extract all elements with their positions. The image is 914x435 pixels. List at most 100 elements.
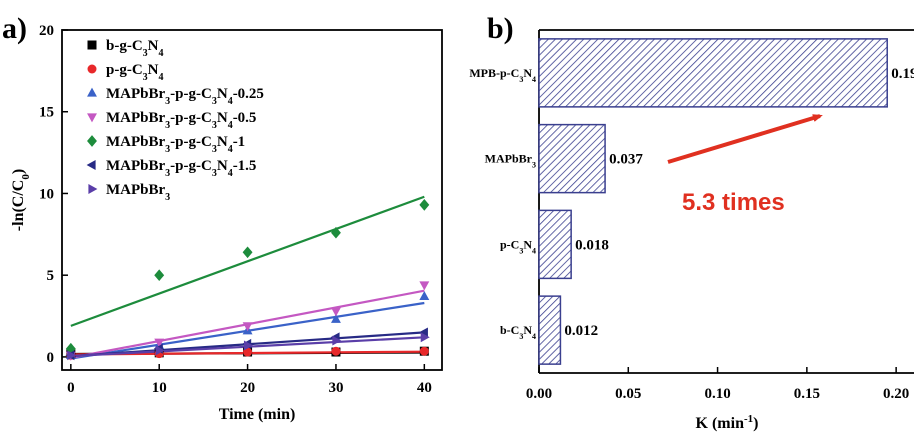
legend-label-part: 3 bbox=[212, 120, 217, 131]
data-point bbox=[154, 338, 165, 348]
legend-label-part: -0.25 bbox=[233, 86, 264, 102]
bar-category-label-part: 3 bbox=[519, 246, 523, 255]
legend-label-part: 3 bbox=[165, 192, 170, 203]
x-title-sup: -1 bbox=[744, 413, 753, 425]
bar-category-label: b-C3N4 bbox=[500, 323, 536, 341]
legend-label-part: 3 bbox=[165, 168, 170, 179]
a-x-tick-label: 0 bbox=[67, 380, 75, 396]
legend-label: MAPbBr3-p-g-C3N4-1 bbox=[106, 134, 245, 155]
data-point bbox=[419, 346, 429, 356]
panel-a-label: a) bbox=[2, 12, 27, 45]
bar-value-label: 0.018 bbox=[575, 237, 609, 253]
data-point bbox=[331, 313, 341, 323]
legend-label-part: N bbox=[217, 158, 228, 174]
y-title-main: -ln(C/C bbox=[10, 180, 27, 232]
legend-marker bbox=[86, 160, 96, 170]
fit-line bbox=[70, 195, 425, 327]
bar-category-label-part: 3 bbox=[519, 74, 523, 83]
legend-marker bbox=[87, 113, 97, 123]
bar-category-label-part: 4 bbox=[532, 246, 536, 255]
legend-marker bbox=[88, 184, 98, 194]
a-y-tick-label: 15 bbox=[39, 105, 54, 121]
bar-value-label: 0.195 bbox=[891, 66, 914, 82]
panel-a-x-axis-title: Time (min) bbox=[219, 406, 296, 423]
legend-label-part: 3 bbox=[165, 144, 170, 155]
legend-marker bbox=[87, 64, 97, 74]
bar-category-label-part: p-C bbox=[500, 237, 519, 251]
legend-label-part: 3 bbox=[165, 96, 170, 107]
legend-label-part: -p-g-C bbox=[170, 134, 212, 150]
panel-a-data-points bbox=[65, 199, 430, 361]
bar-category-label-part: b-C bbox=[500, 323, 519, 337]
legend-label-part: p-g-C bbox=[106, 62, 143, 78]
panel-b-label: b) bbox=[487, 12, 514, 45]
a-y-tick-label: 20 bbox=[39, 23, 54, 39]
legend-label-part: 4 bbox=[228, 120, 233, 131]
bar bbox=[538, 295, 562, 365]
legend-label-part: -p-g-C bbox=[170, 158, 212, 174]
legend-label-part: N bbox=[217, 134, 228, 150]
b-x-tick-label: 0.00 bbox=[526, 386, 552, 402]
b-x-tick-label: 0.05 bbox=[615, 386, 641, 402]
legend-label-part: MAPbBr bbox=[106, 182, 166, 198]
b-x-tick-label: 0.20 bbox=[883, 386, 909, 402]
panel-b: b) 0.000.050.100.150.20 0.1950.0370.0180… bbox=[469, 12, 914, 432]
annotation-5-3-times: 5.3 times bbox=[682, 189, 785, 216]
data-point bbox=[418, 327, 428, 338]
legend-marker bbox=[87, 87, 97, 97]
data-point bbox=[154, 269, 165, 282]
legend-label-part: -0.5 bbox=[233, 110, 257, 126]
a-x-tick-label: 20 bbox=[240, 380, 255, 396]
legend-label-part: 4 bbox=[159, 48, 164, 59]
bar-category-label-part: N bbox=[523, 237, 532, 251]
data-point bbox=[242, 322, 253, 332]
legend-label: MAPbBr3-p-g-C3N4-0.5 bbox=[106, 110, 256, 131]
x-title-end: ) bbox=[753, 415, 758, 432]
legend-label-part: MAPbBr bbox=[106, 110, 166, 126]
legend-label-part: MAPbBr bbox=[106, 86, 166, 102]
a-x-tick-label: 10 bbox=[152, 380, 167, 396]
legend-label-part: 3 bbox=[212, 168, 217, 179]
legend-label-part: 3 bbox=[143, 48, 148, 59]
data-point bbox=[243, 347, 253, 357]
legend-label-part: MAPbBr bbox=[106, 134, 166, 150]
legend-marker bbox=[87, 135, 97, 147]
panel-a-x-ticks: 0 10 20 30 40 bbox=[67, 364, 432, 396]
panel-a-y-axis-title: -ln(C/C0) bbox=[10, 169, 32, 231]
data-point bbox=[331, 226, 341, 239]
bar-category-label: MPB-p-C3N4 bbox=[469, 66, 536, 84]
panel-b-x-axis-title: K (min-1) bbox=[696, 413, 759, 432]
panel-a-legend: b-g-C3N4p-g-C3N4MAPbBr3-p-g-C3N4-0.25MAP… bbox=[86, 38, 264, 203]
legend-label-part: -p-g-C bbox=[170, 110, 212, 126]
bar-category-label-part: 3 bbox=[519, 332, 523, 341]
legend-label-part: N bbox=[148, 62, 159, 78]
panel-b-bars: 0.195 0.037 0.018 0.012 bbox=[538, 38, 914, 365]
b-x-tick-label: 0.10 bbox=[704, 386, 730, 402]
legend-label-part: -1.5 bbox=[233, 158, 257, 174]
legend-label-part: 4 bbox=[228, 168, 233, 179]
a-y-tick-label: 0 bbox=[47, 350, 55, 366]
legend-label: MAPbBr3-p-g-C3N4-1.5 bbox=[106, 158, 256, 179]
bar-category-label: p-C3N4 bbox=[500, 237, 536, 255]
bar-category-label-part: MPB-p-C bbox=[469, 66, 519, 80]
legend-marker bbox=[87, 40, 97, 50]
a-y-tick-label: 5 bbox=[47, 268, 55, 284]
x-title-main: K (min bbox=[696, 415, 745, 432]
bar-category-label-part: N bbox=[523, 66, 532, 80]
increase-arrow bbox=[667, 114, 823, 164]
legend-label: p-g-C3N4 bbox=[106, 62, 164, 83]
data-point bbox=[420, 332, 430, 343]
data-point bbox=[419, 199, 430, 211]
legend-label-part: b-g-C bbox=[106, 38, 143, 54]
y-title-end: ) bbox=[10, 169, 27, 174]
data-point bbox=[419, 291, 430, 301]
legend-label-part: 4 bbox=[228, 96, 233, 107]
bar-category-label-part: MAPbBr bbox=[485, 152, 533, 166]
bar-category-label-part: 4 bbox=[532, 74, 536, 83]
y-title-sub: 0 bbox=[20, 174, 32, 180]
bar-category-label: MAPbBr3 bbox=[485, 152, 536, 170]
legend-label-part: 4 bbox=[159, 72, 164, 83]
data-point bbox=[419, 281, 430, 291]
